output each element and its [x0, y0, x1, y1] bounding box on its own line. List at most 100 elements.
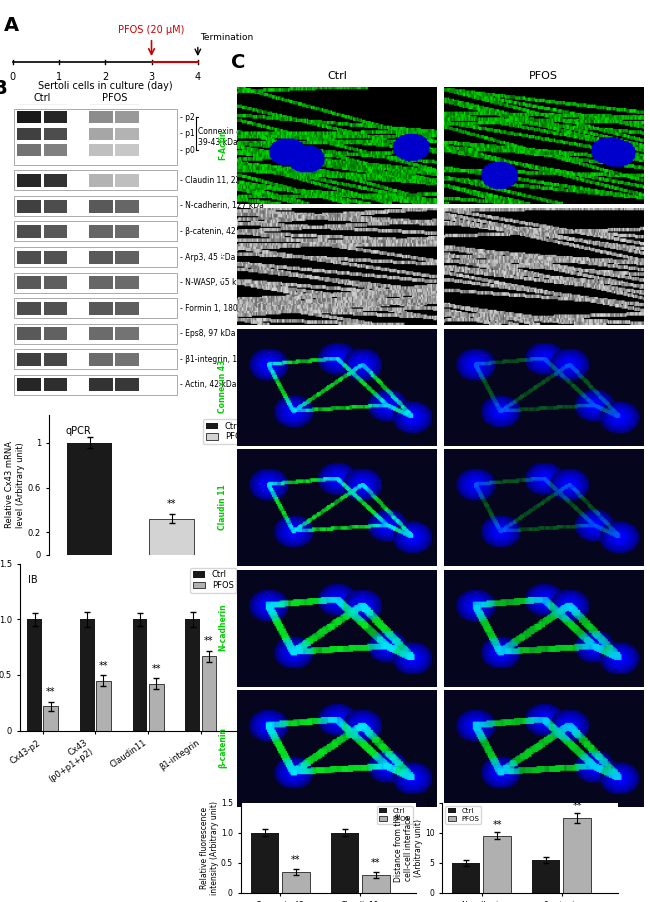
- Text: Connexin 43,
39-43 kDa: Connexin 43, 39-43 kDa: [198, 127, 248, 147]
- Bar: [18, 251, 42, 263]
- Bar: [452, 863, 480, 893]
- Bar: [44, 144, 68, 156]
- Bar: [149, 519, 194, 555]
- Bar: [14, 324, 177, 344]
- Text: A: A: [4, 16, 20, 35]
- Bar: [14, 196, 177, 216]
- Bar: [14, 247, 177, 267]
- Text: **: **: [99, 660, 108, 670]
- Bar: [116, 251, 139, 263]
- Bar: [89, 226, 113, 238]
- Text: F-Actin: F-Actin: [218, 130, 227, 161]
- Bar: [116, 127, 139, 140]
- Bar: [116, 276, 139, 290]
- Bar: [44, 327, 68, 340]
- Text: - Claudin 11, 22 kDa: - Claudin 11, 22 kDa: [179, 176, 257, 185]
- Text: 4: 4: [195, 72, 201, 82]
- Bar: [89, 251, 113, 263]
- Bar: [89, 174, 113, 187]
- Text: **: **: [493, 821, 502, 831]
- Bar: [14, 272, 177, 292]
- Text: 3: 3: [148, 72, 155, 82]
- Y-axis label: Distance from the
cell-cell interface
(Arbitrary unit): Distance from the cell-cell interface (A…: [393, 814, 423, 882]
- Bar: [116, 301, 139, 315]
- Text: Connexin 43: Connexin 43: [218, 360, 227, 413]
- Text: Ctrl: Ctrl: [327, 71, 347, 81]
- Bar: [14, 170, 177, 190]
- Text: **: **: [573, 801, 582, 811]
- Text: **: **: [46, 687, 55, 697]
- Bar: [80, 620, 95, 731]
- Bar: [18, 111, 42, 124]
- Bar: [96, 680, 111, 731]
- Bar: [89, 353, 113, 366]
- Bar: [14, 374, 177, 395]
- Bar: [116, 199, 139, 213]
- Text: - N-WASP, 65 kDa: - N-WASP, 65 kDa: [179, 278, 247, 287]
- Bar: [18, 174, 42, 187]
- Text: - Actin, 42 kDa: - Actin, 42 kDa: [179, 381, 236, 390]
- Bar: [44, 226, 68, 238]
- Text: Termination: Termination: [200, 33, 254, 41]
- Bar: [116, 111, 139, 124]
- Legend: Ctrl, PFOS: Ctrl, PFOS: [445, 806, 482, 824]
- Text: 0: 0: [10, 72, 16, 82]
- Text: - N-cadherin, 127 kDa: - N-cadherin, 127 kDa: [179, 201, 263, 210]
- Bar: [202, 656, 216, 731]
- Bar: [116, 327, 139, 340]
- Bar: [89, 199, 113, 213]
- Bar: [44, 353, 68, 366]
- Bar: [89, 301, 113, 315]
- Bar: [14, 109, 177, 165]
- Text: - Formin 1, 180 kDa: - Formin 1, 180 kDa: [179, 304, 255, 313]
- Legend: Ctrl, PFOS: Ctrl, PFOS: [376, 806, 413, 824]
- Text: B: B: [0, 78, 7, 97]
- Bar: [89, 327, 113, 340]
- Bar: [44, 301, 68, 315]
- Text: PFOS (20 μM): PFOS (20 μM): [118, 25, 185, 35]
- Bar: [149, 684, 164, 731]
- Text: - Arp3, 45 kDa: - Arp3, 45 kDa: [179, 253, 235, 262]
- Text: - p1: - p1: [179, 129, 194, 138]
- Bar: [14, 222, 177, 242]
- Text: **: **: [167, 499, 176, 509]
- Bar: [44, 276, 68, 290]
- Text: Sertoli cells in culture (day): Sertoli cells in culture (day): [38, 81, 172, 91]
- Bar: [18, 301, 42, 315]
- Bar: [89, 127, 113, 140]
- Bar: [44, 127, 68, 140]
- Bar: [44, 199, 68, 213]
- Text: - Eps8, 97 kDa: - Eps8, 97 kDa: [179, 329, 235, 338]
- Bar: [116, 353, 139, 366]
- Bar: [18, 353, 42, 366]
- Text: C: C: [231, 53, 245, 72]
- Bar: [116, 144, 139, 156]
- Text: PFOS: PFOS: [101, 93, 127, 103]
- Bar: [18, 276, 42, 290]
- Bar: [18, 327, 42, 340]
- Text: F-Actin: F-Actin: [218, 251, 227, 281]
- Text: Ctrl: Ctrl: [34, 93, 51, 103]
- Bar: [116, 174, 139, 187]
- Bar: [89, 111, 113, 124]
- Bar: [18, 127, 42, 140]
- Bar: [89, 276, 113, 290]
- Bar: [532, 860, 560, 893]
- Bar: [44, 378, 68, 391]
- Legend: Ctrl, PFOS: Ctrl, PFOS: [203, 419, 250, 444]
- Bar: [44, 111, 68, 124]
- Bar: [331, 833, 359, 893]
- Bar: [44, 174, 68, 187]
- Bar: [44, 706, 58, 731]
- Y-axis label: Relative fluorescence
intensity (Arbitrary unit): Relative fluorescence intensity (Arbitra…: [200, 801, 219, 895]
- Text: qPCR: qPCR: [65, 426, 91, 436]
- Text: 1: 1: [56, 72, 62, 82]
- Bar: [251, 833, 279, 893]
- Text: - β1-integrin, 140 kDa: - β1-integrin, 140 kDa: [179, 354, 264, 364]
- Bar: [18, 378, 42, 391]
- Bar: [362, 875, 389, 893]
- Text: **: **: [204, 636, 214, 646]
- Bar: [18, 144, 42, 156]
- Text: **: **: [291, 855, 301, 865]
- Bar: [27, 620, 42, 731]
